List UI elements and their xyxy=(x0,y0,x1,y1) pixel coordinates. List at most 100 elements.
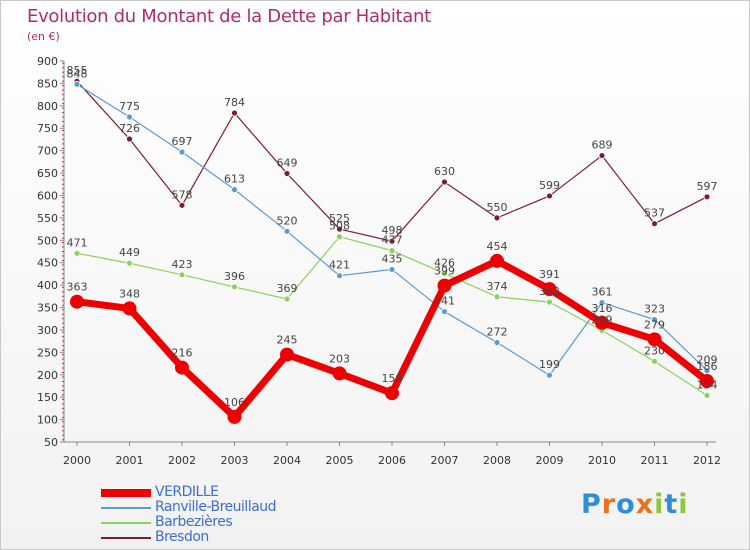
data-point-ranville-breuillaud xyxy=(126,113,133,121)
data-point-barbezi-res xyxy=(283,295,291,303)
legend-label-bresdon: Bresdon xyxy=(155,529,209,545)
legend-item-bresdon: Bresdon xyxy=(101,529,361,545)
y-tick-label: 50 xyxy=(44,436,58,449)
data-point-bresdon xyxy=(441,178,448,186)
series-layer xyxy=(70,77,714,424)
data-label-verdille: 391 xyxy=(539,268,560,281)
y-tick-label: 850 xyxy=(37,77,58,90)
y-tick-label: 750 xyxy=(37,122,58,135)
x-tick-label: 2006 xyxy=(378,454,406,467)
data-point-barbezi-res xyxy=(441,270,448,277)
data-point-ranville-breuillaud xyxy=(73,80,81,88)
data-point-bresdon xyxy=(126,135,133,143)
data-label-bresdon: 649 xyxy=(277,157,298,170)
chart-subtitle: (en €) xyxy=(27,30,60,43)
data-label-bresdon: 525 xyxy=(329,212,350,225)
data-label-verdille: 203 xyxy=(329,352,350,365)
y-tick-label: 700 xyxy=(37,145,58,158)
data-label-ranville-breuillaud: 361 xyxy=(592,286,613,299)
data-label-ranville-breuillaud: 775 xyxy=(119,100,140,113)
data-label-barbezi-res: 154 xyxy=(697,378,718,391)
data-point-barbezi-res xyxy=(336,233,343,241)
data-point-bresdon xyxy=(178,201,186,209)
legend: VERDILLE Ranville-Breuillaud Barbezières Br… xyxy=(101,484,361,545)
data-label-barbezi-res: 449 xyxy=(119,246,140,259)
data-point-barbezi-res xyxy=(388,247,396,255)
y-tick-label: 550 xyxy=(37,212,58,225)
data-point-barbezi-res xyxy=(231,283,238,291)
data-point-ranville-breuillaud xyxy=(703,367,711,375)
data-label-barbezi-res: 369 xyxy=(277,282,298,295)
data-label-verdille: 159 xyxy=(382,372,403,385)
y-tick-label: 800 xyxy=(37,100,58,113)
x-tick-label: 2010 xyxy=(588,454,616,467)
data-label-barbezi-res: 477 xyxy=(382,234,403,247)
data-label-verdille: 216 xyxy=(172,347,193,360)
data-label-ranville-breuillaud: 421 xyxy=(329,259,350,272)
data-point-verdille xyxy=(70,294,84,309)
data-label-verdille: 399 xyxy=(434,265,455,278)
legend-item-ranville-breuillaud: Ranville-Breuillaud xyxy=(101,499,361,515)
data-label-verdille: 186 xyxy=(697,360,718,373)
data-label-bresdon: 498 xyxy=(382,224,403,237)
data-label-barbezi-res: 426 xyxy=(434,256,455,269)
axes: 50 100 150 200 250 300 350 400 450 500 550 600 650 70… xyxy=(37,55,721,467)
x-tick-label: 2011 xyxy=(641,454,669,467)
data-label-bresdon: 784 xyxy=(224,96,245,109)
legend-label-barbezi-res: Barbezières xyxy=(155,514,233,530)
data-point-bresdon xyxy=(598,152,606,159)
data-point-ranville-breuillaud xyxy=(546,371,553,379)
data-label-verdille: 316 xyxy=(592,302,613,315)
data-label-barbezi-res: 362 xyxy=(539,285,560,298)
data-label-barbezi-res: 396 xyxy=(224,270,245,283)
data-label-verdille: 245 xyxy=(277,334,298,347)
data-label-verdille: 454 xyxy=(487,240,508,253)
data-point-barbezi-res xyxy=(178,271,186,279)
data-label-bresdon: 578 xyxy=(172,188,193,201)
data-label-ranville-breuillaud: 209 xyxy=(697,354,718,367)
data-point-ranville-breuillaud xyxy=(441,308,448,315)
data-label-bresdon: 597 xyxy=(697,180,718,193)
data-point-verdille xyxy=(175,360,189,375)
data-point-verdille xyxy=(647,332,662,347)
data-point-verdille xyxy=(280,347,294,362)
data-point-barbezi-res xyxy=(703,391,711,399)
data-point-ranville-breuillaud xyxy=(283,227,291,235)
logo-letter: t xyxy=(664,489,679,520)
data-point-barbezi-res xyxy=(493,293,501,301)
data-point-ranville-breuillaud xyxy=(651,316,658,324)
y-tick-label: 900 xyxy=(37,55,58,68)
x-tick-label: 2002 xyxy=(168,454,196,467)
data-point-barbezi-res xyxy=(546,298,553,306)
y-tick-label: 100 xyxy=(37,414,58,427)
logo-letter: i xyxy=(654,489,665,520)
data-point-ranville-breuillaud xyxy=(493,339,501,346)
data-label-ranville-breuillaud: 697 xyxy=(172,135,193,148)
legend-item-verdille: VERDILLE xyxy=(101,484,361,500)
data-point-ranville-breuillaud xyxy=(598,299,606,306)
data-point-ranville-breuillaud xyxy=(336,272,343,280)
data-point-verdille xyxy=(385,386,399,401)
data-point-ranville-breuillaud xyxy=(388,266,396,273)
data-label-bresdon: 550 xyxy=(487,201,508,214)
y-tick-label: 450 xyxy=(37,257,58,270)
y-tick-label: 650 xyxy=(37,167,58,180)
logo-letter: r xyxy=(601,489,617,520)
data-point-verdille xyxy=(437,278,452,293)
data-point-verdille xyxy=(595,315,609,330)
data-point-barbezi-res xyxy=(651,357,658,365)
data-label-verdille: 348 xyxy=(119,287,140,300)
legend-swatch-ranville-breuillaud xyxy=(101,507,151,509)
data-label-bresdon: 630 xyxy=(434,165,455,178)
y-tick-label: 150 xyxy=(37,391,58,404)
x-tick-label: 2000 xyxy=(63,454,91,467)
data-point-verdille xyxy=(122,301,137,316)
data-label-ranville-breuillaud: 613 xyxy=(224,173,245,186)
data-point-bresdon xyxy=(336,225,343,233)
legend-item-barbezi-res: Barbezières xyxy=(101,514,361,530)
legend-swatch-verdille xyxy=(101,489,151,497)
legend-label-verdille: VERDILLE xyxy=(155,484,219,500)
x-tick-label: 2007 xyxy=(431,454,459,467)
